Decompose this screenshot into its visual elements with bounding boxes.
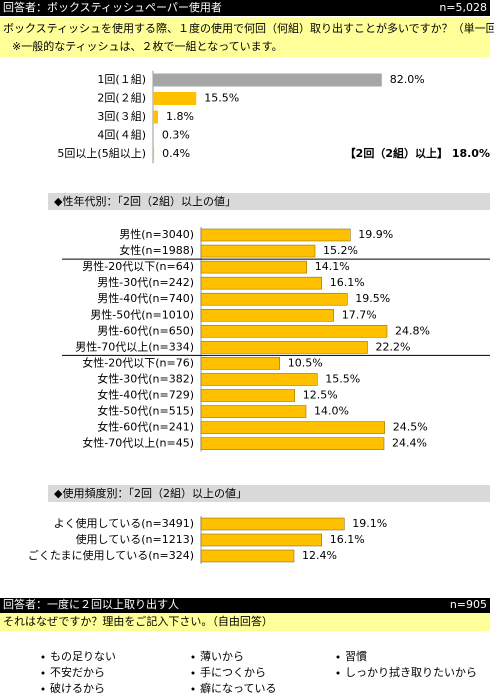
bar	[200, 260, 307, 274]
value-label: 17.7%	[342, 308, 377, 321]
value-label: 0.3%	[162, 129, 190, 142]
bar	[200, 276, 322, 290]
category-label: 女性-50代(n=515)	[97, 404, 194, 418]
bullet	[41, 671, 45, 675]
value-label: 15.2%	[323, 244, 358, 257]
annotation: 【2回（2組）以上】 18.0%	[345, 146, 490, 160]
category-label: 2回(２組)	[97, 92, 146, 105]
category-label: 男性-30代(n=242)	[97, 275, 194, 289]
category-label: 女性(n=1988)	[119, 243, 194, 257]
category-label: 女性-70代以上(n=45)	[82, 436, 194, 450]
category-label: 男性-60代(n=650)	[97, 323, 194, 337]
bullet	[336, 655, 340, 659]
value-label: 24.5%	[393, 421, 428, 434]
header-bar	[0, 0, 490, 16]
category-label: 3回(３組)	[97, 110, 146, 123]
reason: 癖になっている	[200, 681, 276, 694]
category-label: 5回以上(5組以上)	[57, 147, 146, 160]
value-label: 12.5%	[303, 389, 338, 402]
value-label: 24.4%	[392, 437, 427, 450]
sample-size: n=905	[450, 598, 487, 611]
value-label: 10.5%	[288, 356, 323, 369]
value-label: 16.1%	[330, 276, 365, 289]
bar	[200, 325, 388, 338]
bullet	[336, 671, 340, 675]
reason: 習慣	[345, 649, 367, 663]
category-label: 男性-20代以下(n=64)	[82, 259, 194, 273]
bar	[200, 421, 385, 434]
question-note: ※一般的なティッシュは、２枚で一組となっています。	[12, 39, 283, 53]
bar	[200, 357, 280, 370]
value-label: 0.4%	[162, 147, 190, 160]
value-label: 19.5%	[355, 292, 390, 305]
bar	[153, 147, 155, 161]
reason: 薄いから	[200, 649, 244, 663]
category-label: よく使用している(n=3491)	[54, 517, 194, 530]
bar	[200, 244, 316, 258]
question-band	[0, 613, 490, 631]
value-label: 19.9%	[358, 228, 393, 241]
bullet	[41, 687, 45, 691]
value-label: 15.5%	[204, 92, 239, 105]
value-label: 15.5%	[325, 372, 360, 385]
reason: 手につくから	[200, 665, 266, 679]
bar	[200, 405, 307, 418]
reason: もの足りない	[50, 650, 116, 663]
bar	[200, 373, 318, 386]
value-label: 12.4%	[302, 549, 337, 562]
bar	[200, 309, 334, 322]
bar	[200, 292, 348, 306]
bar	[153, 92, 197, 105]
category-label: 1回(１組)	[97, 73, 146, 86]
respondents: 回答者：ボックスティッシュペーパー使用者	[3, 0, 222, 14]
category-label: 男性-50代(n=1010)	[90, 307, 194, 321]
value-label: 19.1%	[352, 517, 387, 530]
bar	[200, 533, 322, 547]
question-band	[0, 17, 490, 57]
category-label: 女性-60代(n=241)	[97, 420, 194, 434]
respondents: 回答者：一度に２回以上取り出す人	[3, 597, 179, 611]
category-label: 使用している(n=1213)	[76, 533, 194, 546]
value-label: 16.1%	[330, 533, 365, 546]
bar	[200, 549, 295, 563]
bar	[200, 437, 385, 450]
bar	[200, 341, 368, 354]
value-label: 24.8%	[395, 324, 430, 337]
category-label: 男性-70代以上(n=334)	[75, 339, 194, 353]
bar	[153, 129, 154, 142]
value-label: 14.1%	[315, 260, 350, 273]
value-label: 14.0%	[314, 405, 349, 418]
sample-size: n=5,028	[439, 1, 487, 14]
category-label: 女性-20代以下(n=76)	[82, 355, 194, 369]
bullet	[191, 655, 195, 659]
bullet	[41, 655, 45, 659]
section-title: ◆性年代別：「2回（2組）以上の値」	[54, 194, 236, 208]
reason: 破けるから	[50, 681, 105, 694]
value-label: 1.8%	[166, 110, 194, 123]
bar	[200, 228, 351, 242]
reason: 不安だから	[50, 665, 105, 679]
category-label: 4回(４組)	[97, 129, 146, 142]
value-label: 22.2%	[376, 340, 411, 353]
reason: しっかり拭き取りたいから	[345, 665, 477, 679]
bar	[200, 389, 295, 402]
bar	[200, 517, 345, 531]
bar	[153, 73, 382, 87]
question: それはなぜですか？理由をご記入下さい。（自由回答）	[3, 614, 273, 628]
bullet	[191, 687, 195, 691]
category-label: 女性-40代(n=729)	[97, 388, 194, 402]
category-label: 男性(n=3040)	[119, 227, 194, 241]
section-band	[48, 193, 490, 210]
question: ボックスティッシュを使用する際、１度の使用で何回（何組）取り出すことが多いですか…	[3, 21, 494, 35]
category-label: 女性-30代(n=382)	[97, 371, 194, 385]
section-title: ◆使用頻度別：「2回（2組）以上の値」	[54, 486, 247, 500]
bar	[153, 110, 159, 124]
category-label: ごくたまに使用している(n=324)	[28, 548, 194, 562]
section-band	[48, 485, 490, 502]
category-label: 男性-40代(n=740)	[97, 291, 194, 305]
value-label: 82.0%	[390, 73, 425, 86]
bullet	[191, 671, 195, 675]
header-bar	[0, 598, 490, 613]
